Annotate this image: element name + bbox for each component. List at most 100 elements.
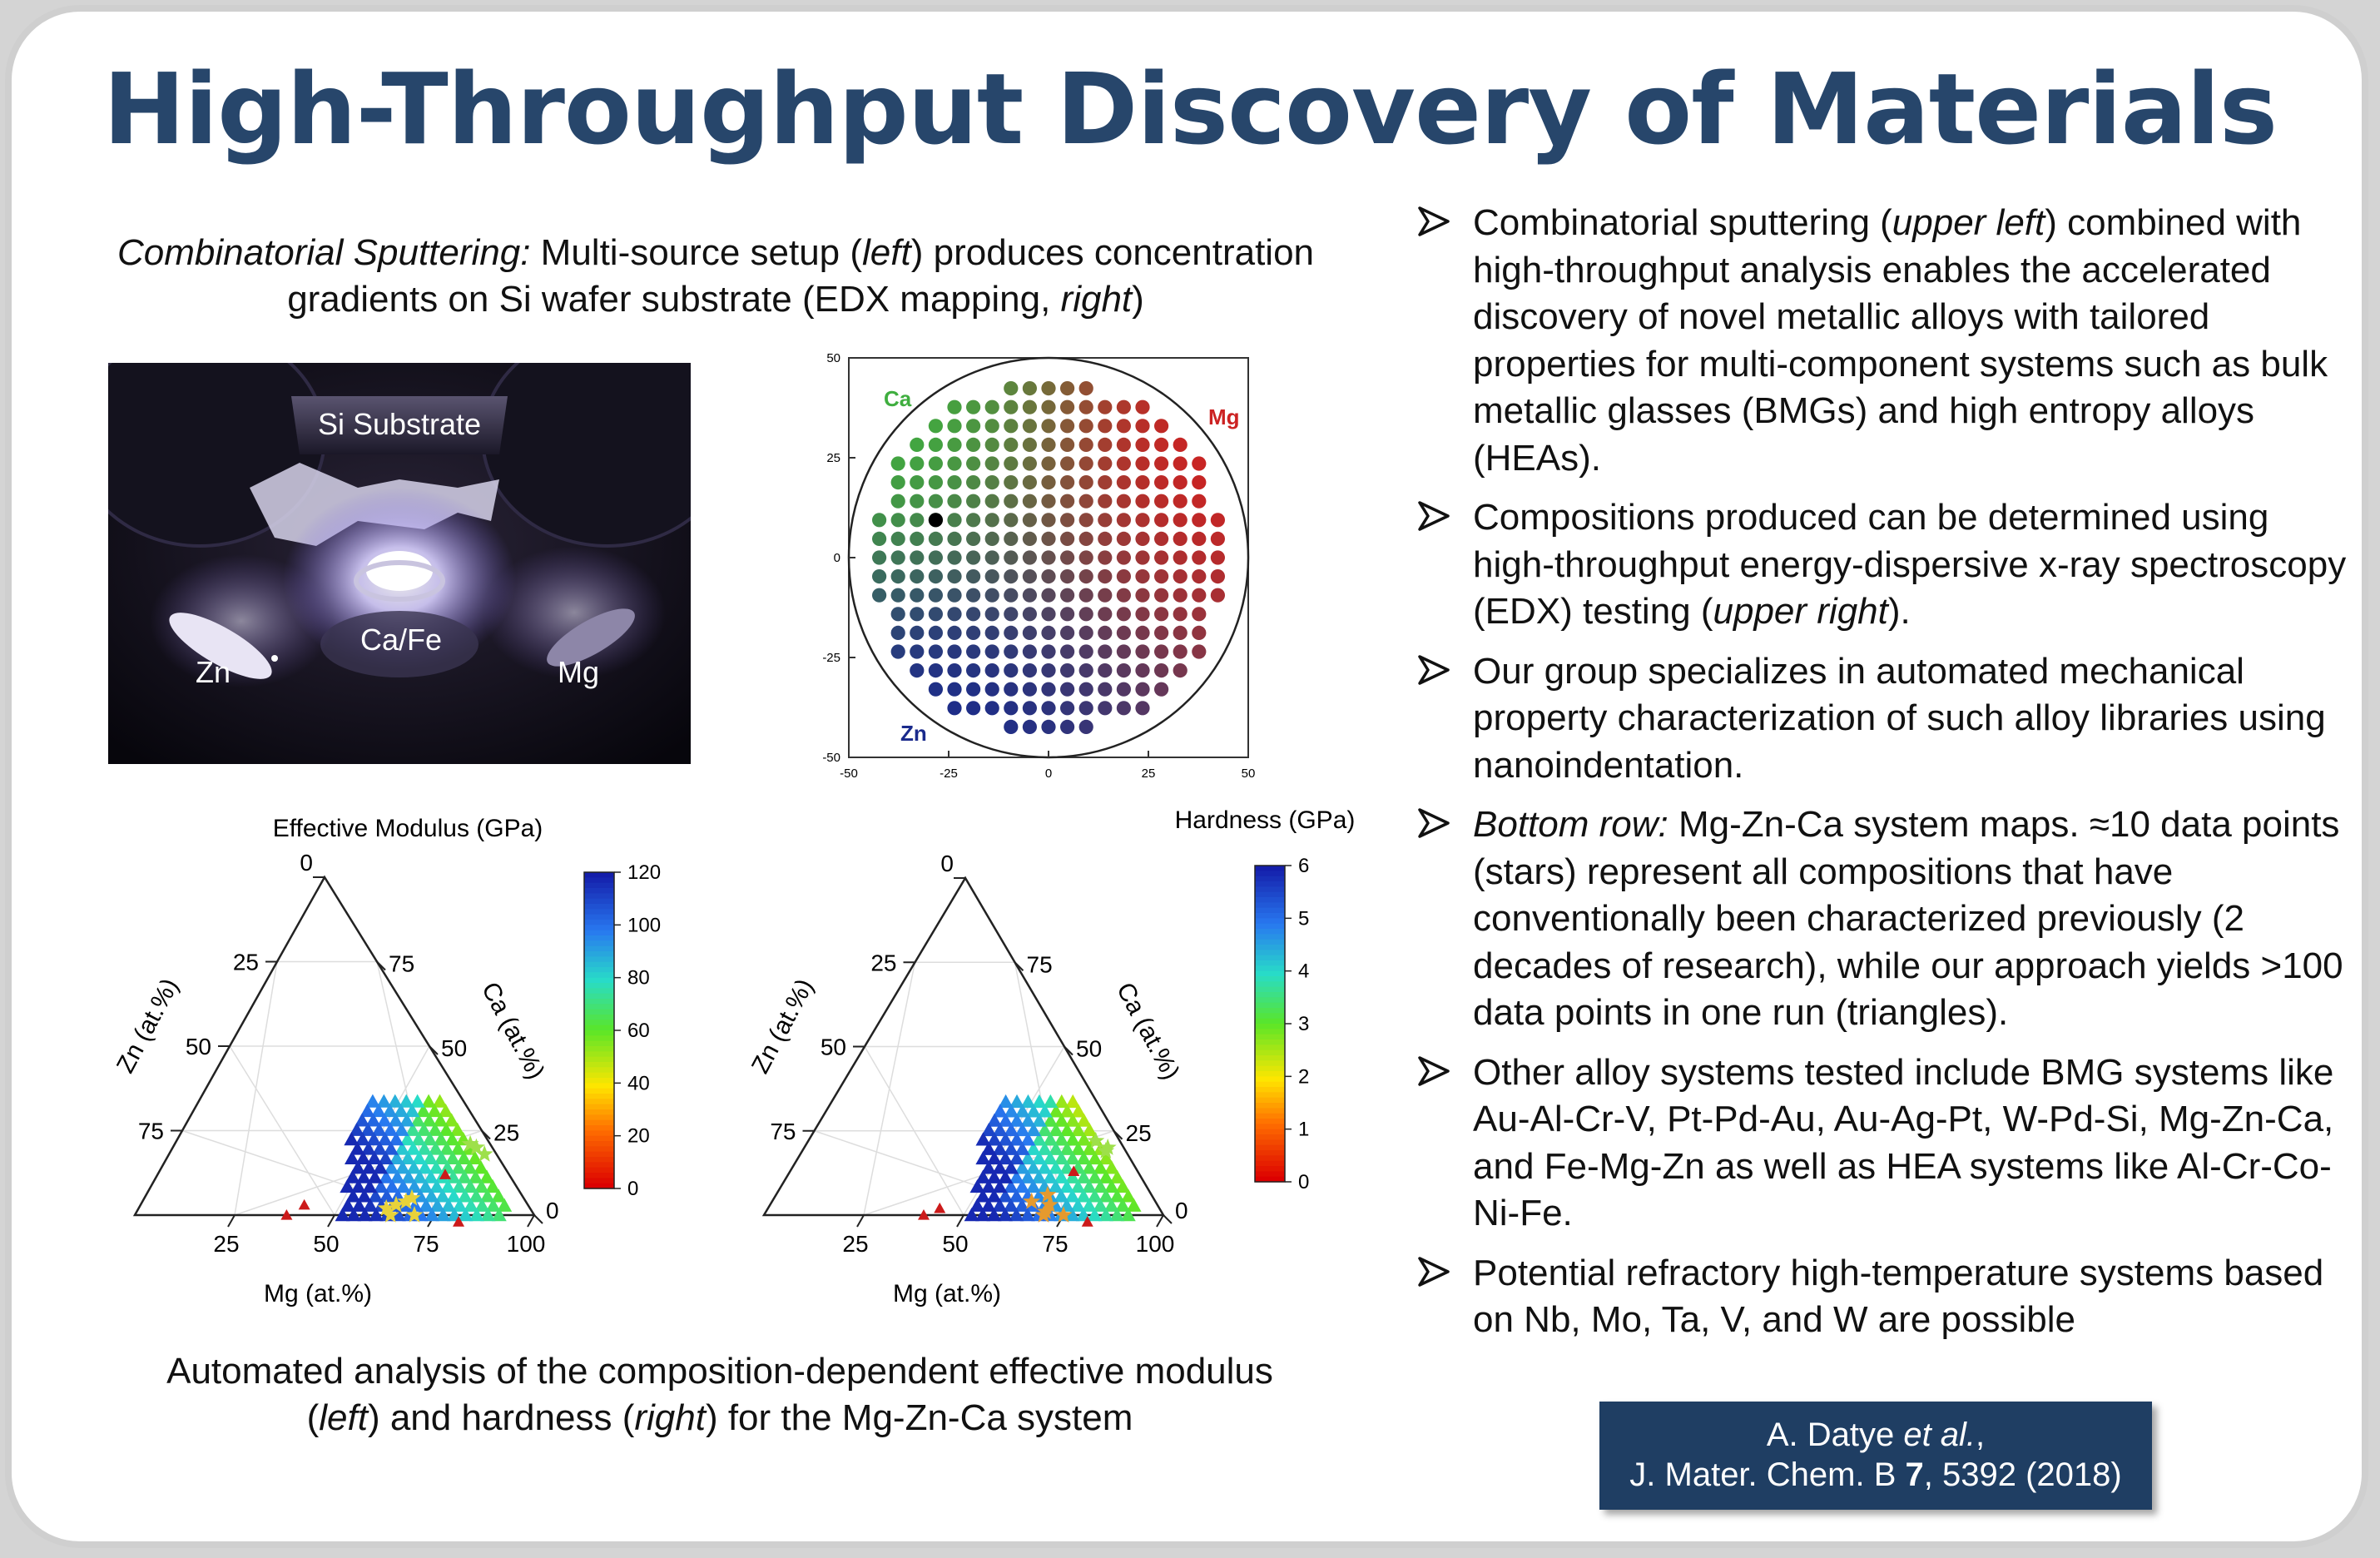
ternary-data-triangle <box>372 1141 388 1155</box>
caption-top-right: right <box>1060 279 1133 320</box>
colorbar-segment <box>1255 934 1285 940</box>
colorbar-segment <box>1255 929 1285 935</box>
ternary-data-star <box>1097 1142 1115 1159</box>
ternary-left-tick-label: 0 <box>300 850 313 876</box>
wafer-dot <box>1060 531 1075 546</box>
colorbar-segment <box>1255 907 1285 914</box>
wafer-dot <box>1154 475 1169 490</box>
wafer-dot <box>947 399 962 414</box>
wafer-dot <box>1078 663 1093 678</box>
ternary-data-triangle <box>1054 1113 1069 1127</box>
ternary-data-triangle <box>1020 1094 1036 1109</box>
ternary-data-triangle <box>415 1103 431 1118</box>
colorbar-tick-label: 0 <box>1298 1171 1309 1193</box>
wafer-dot <box>1060 419 1075 434</box>
wafer-dot <box>1004 682 1019 697</box>
wafer-dot <box>910 456 925 471</box>
ternary-bottom-tick-label: 50 <box>942 1231 968 1257</box>
colorbar-segment <box>584 1130 614 1137</box>
ternary-data-triangle <box>379 1188 394 1203</box>
ternary-data-triangle <box>992 1178 1008 1193</box>
colorbar-segment <box>584 1119 614 1126</box>
colorbar-segment <box>1255 970 1285 977</box>
ternary-data-triangle <box>417 1141 433 1155</box>
ternary-data-triangle <box>1103 1178 1119 1193</box>
ternary-data-triangle <box>468 1169 483 1183</box>
wafer-dot <box>1098 550 1113 565</box>
ternary-data-triangle <box>980 1178 996 1193</box>
colorbar-segment <box>1255 1113 1285 1119</box>
ternary-left-tick-label: 0 <box>940 851 954 876</box>
colorbar-segment <box>1255 1134 1285 1140</box>
ternary-data-triangle <box>918 1209 930 1220</box>
bullet-italic: upper left <box>1892 202 2045 243</box>
ternary-data-star <box>1040 1195 1059 1213</box>
wafer-dot <box>928 588 943 603</box>
ternary-data-triangle <box>427 1103 443 1118</box>
wafer-dot <box>984 550 999 565</box>
colorbar-tick-label: 80 <box>627 967 650 990</box>
wafer-dot <box>1078 419 1093 434</box>
colorbar-segment <box>584 1141 614 1147</box>
wafer-dot <box>947 588 962 603</box>
ternary-data-triangle <box>474 1198 490 1212</box>
ternary-data-triangle <box>406 1178 422 1193</box>
colorbar-segment <box>1255 1071 1285 1077</box>
ternary-right-tick-label: 25 <box>493 1120 519 1146</box>
colorbar-segment <box>1255 1124 1285 1130</box>
ternary-data-star <box>397 1192 415 1209</box>
ternary-data-triangle <box>417 1160 433 1174</box>
colorbar-tick-label: 5 <box>1298 907 1309 930</box>
ternary-data-triangle <box>986 1132 1002 1146</box>
wafer-dot <box>966 644 981 659</box>
ternary-data-triangle <box>367 1169 383 1183</box>
wafer-dot <box>1154 419 1169 434</box>
wafer-dot <box>1098 588 1113 603</box>
ternary-right-tick-label: 75 <box>389 951 414 977</box>
wafer-dot <box>910 588 925 603</box>
arrow-bullet-icon <box>1418 501 1450 531</box>
ternary-right-tick-label: 0 <box>1175 1198 1188 1223</box>
wafer-dot <box>928 437 943 452</box>
ternary-data-triangle <box>280 1209 293 1220</box>
wafer-dot <box>984 644 999 659</box>
ternary-data-triangle <box>1087 1150 1103 1165</box>
wafer-dot <box>1060 663 1075 678</box>
wafer-dot <box>1004 569 1019 584</box>
ternary-data-triangle <box>444 1132 460 1146</box>
ternary-data-triangle <box>451 1160 467 1174</box>
ternary-data-triangle <box>432 1094 448 1108</box>
colorbar-segment <box>584 898 614 905</box>
ternary-data-triangle <box>1081 1216 1093 1227</box>
ternary-data-triangle <box>1031 1169 1047 1183</box>
colorbar-segment <box>584 1135 614 1142</box>
ternary-data-triangle <box>346 1208 362 1222</box>
wafer-dot <box>1041 456 1056 471</box>
colorbar-segment <box>1255 992 1285 998</box>
wafer-dot <box>890 550 905 565</box>
wafer-dot <box>1098 494 1113 509</box>
wafer-dot <box>1098 419 1113 434</box>
colorbar-segment <box>1255 950 1285 956</box>
ternary-data-triangle <box>453 1216 465 1227</box>
colorbar-segment <box>584 972 614 979</box>
ternary-data-triangle <box>1098 1169 1114 1183</box>
arrow-bullet-icon <box>1418 654 1450 685</box>
ternary-data-star <box>1054 1206 1073 1223</box>
ternary-left-tick-label: 75 <box>770 1119 796 1144</box>
wafer-x-tick-label: 50 <box>1242 767 1256 781</box>
wafer-dot <box>1004 588 1019 603</box>
wafer-dot <box>1098 437 1113 452</box>
ternary-data-triangle <box>998 1094 1014 1109</box>
wafer-dot <box>928 456 943 471</box>
colorbar-segment <box>584 951 614 957</box>
ternary-data-triangle <box>992 1141 1008 1155</box>
ternary-data-triangle <box>1059 1141 1075 1155</box>
wafer-dot <box>1022 419 1037 434</box>
ternary-data-triangle <box>1059 1160 1075 1174</box>
wafer-dot <box>1041 419 1056 434</box>
ternary-data-triangle <box>345 1169 360 1183</box>
colorbar-segment <box>584 1162 614 1168</box>
ternary-data-triangle <box>1026 1104 1042 1118</box>
ternary-data-triangle <box>355 1113 370 1127</box>
